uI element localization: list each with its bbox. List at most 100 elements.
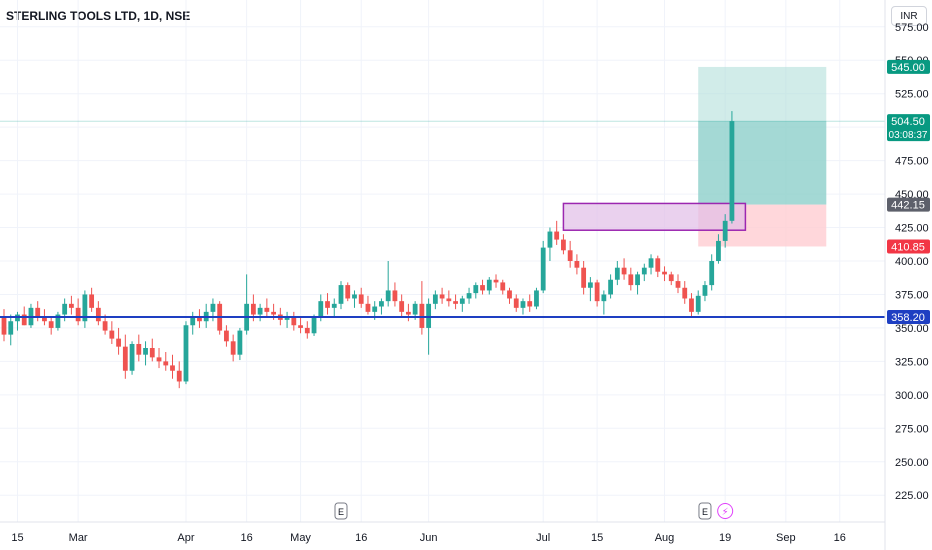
candle[interactable] bbox=[352, 290, 357, 308]
candle[interactable] bbox=[163, 352, 169, 371]
candle[interactable] bbox=[682, 281, 688, 304]
candle[interactable] bbox=[554, 220, 560, 245]
candle[interactable] bbox=[500, 279, 506, 295]
candle[interactable] bbox=[601, 290, 607, 315]
candle[interactable] bbox=[547, 227, 553, 261]
candle[interactable] bbox=[486, 277, 492, 295]
candle[interactable] bbox=[95, 301, 101, 326]
dividend-marker[interactable]: ⚡ bbox=[717, 503, 734, 519]
candle[interactable] bbox=[8, 314, 14, 346]
candle[interactable] bbox=[170, 354, 175, 379]
candle[interactable] bbox=[291, 311, 297, 331]
candle[interactable] bbox=[237, 327, 243, 361]
candle[interactable] bbox=[695, 290, 701, 315]
candle[interactable] bbox=[149, 338, 155, 362]
candle[interactable] bbox=[493, 274, 499, 288]
candle[interactable] bbox=[311, 314, 317, 336]
candle[interactable] bbox=[668, 271, 674, 286]
candle[interactable] bbox=[385, 261, 391, 307]
candle[interactable] bbox=[224, 325, 229, 347]
candle[interactable] bbox=[230, 334, 236, 362]
candle[interactable] bbox=[567, 240, 573, 268]
resistance-zone[interactable] bbox=[562, 202, 747, 231]
candle[interactable] bbox=[655, 255, 661, 278]
candle[interactable] bbox=[156, 348, 162, 369]
candle[interactable] bbox=[722, 214, 728, 248]
candle[interactable] bbox=[520, 298, 526, 315]
candle[interactable] bbox=[244, 274, 250, 335]
candle[interactable] bbox=[264, 298, 270, 318]
candle[interactable] bbox=[641, 263, 647, 282]
candle[interactable] bbox=[507, 287, 512, 304]
candle[interactable] bbox=[426, 298, 432, 355]
candle[interactable] bbox=[176, 361, 182, 389]
candle[interactable] bbox=[432, 290, 438, 310]
currency-button[interactable]: INR bbox=[891, 6, 927, 26]
candle[interactable] bbox=[594, 279, 600, 307]
candle[interactable] bbox=[662, 266, 667, 282]
candle[interactable] bbox=[406, 303, 411, 322]
candle[interactable] bbox=[82, 290, 88, 328]
candle[interactable] bbox=[35, 301, 41, 322]
candle[interactable] bbox=[129, 341, 135, 375]
candle[interactable] bbox=[709, 254, 715, 291]
candle[interactable] bbox=[21, 306, 27, 326]
candle[interactable] bbox=[534, 287, 539, 310]
candle[interactable] bbox=[574, 254, 580, 275]
candle[interactable] bbox=[540, 240, 546, 294]
candle[interactable] bbox=[298, 317, 303, 334]
candle[interactable] bbox=[48, 317, 54, 335]
candle[interactable] bbox=[635, 271, 640, 295]
candle[interactable] bbox=[203, 303, 209, 328]
candle[interactable] bbox=[365, 295, 371, 315]
candle[interactable] bbox=[122, 334, 128, 379]
candle[interactable] bbox=[325, 293, 330, 315]
candle[interactable] bbox=[527, 294, 533, 312]
candle[interactable] bbox=[439, 287, 445, 304]
candle[interactable] bbox=[116, 327, 121, 355]
candle[interactable] bbox=[136, 334, 142, 362]
candle[interactable] bbox=[89, 287, 95, 312]
candle[interactable] bbox=[284, 311, 290, 328]
candle[interactable] bbox=[1, 309, 7, 342]
candle[interactable] bbox=[190, 311, 196, 335]
candle[interactable] bbox=[608, 274, 613, 299]
candle[interactable] bbox=[581, 261, 587, 295]
candle[interactable] bbox=[304, 321, 310, 339]
candle[interactable] bbox=[614, 261, 620, 286]
candle[interactable] bbox=[358, 287, 364, 308]
candle[interactable] bbox=[338, 281, 344, 310]
candle[interactable] bbox=[729, 111, 735, 224]
candle[interactable] bbox=[69, 295, 74, 315]
candle[interactable] bbox=[628, 267, 634, 291]
candle[interactable] bbox=[392, 282, 398, 307]
candle[interactable] bbox=[183, 321, 189, 385]
candle[interactable] bbox=[143, 341, 148, 366]
earnings-marker[interactable]: E bbox=[334, 502, 348, 520]
candle[interactable] bbox=[689, 293, 694, 318]
candle[interactable] bbox=[480, 279, 485, 295]
earnings-marker[interactable]: E bbox=[698, 502, 712, 520]
candle[interactable] bbox=[331, 298, 337, 318]
candle[interactable] bbox=[621, 258, 627, 280]
candle[interactable] bbox=[513, 294, 519, 312]
candle[interactable] bbox=[648, 254, 654, 275]
candle[interactable] bbox=[459, 295, 465, 312]
candle[interactable] bbox=[28, 303, 34, 328]
candle[interactable] bbox=[197, 309, 202, 328]
candle[interactable] bbox=[75, 298, 81, 326]
candle[interactable] bbox=[257, 303, 263, 322]
candle[interactable] bbox=[419, 281, 425, 335]
candle[interactable] bbox=[345, 282, 351, 302]
candle[interactable] bbox=[702, 281, 708, 302]
candle[interactable] bbox=[466, 287, 472, 304]
candle[interactable] bbox=[716, 234, 721, 264]
candle[interactable] bbox=[675, 274, 681, 294]
candle[interactable] bbox=[453, 294, 458, 310]
candle[interactable] bbox=[399, 294, 405, 318]
candle[interactable] bbox=[473, 282, 479, 299]
candle[interactable] bbox=[561, 234, 566, 255]
candle[interactable] bbox=[446, 290, 452, 307]
candle[interactable] bbox=[587, 277, 593, 302]
